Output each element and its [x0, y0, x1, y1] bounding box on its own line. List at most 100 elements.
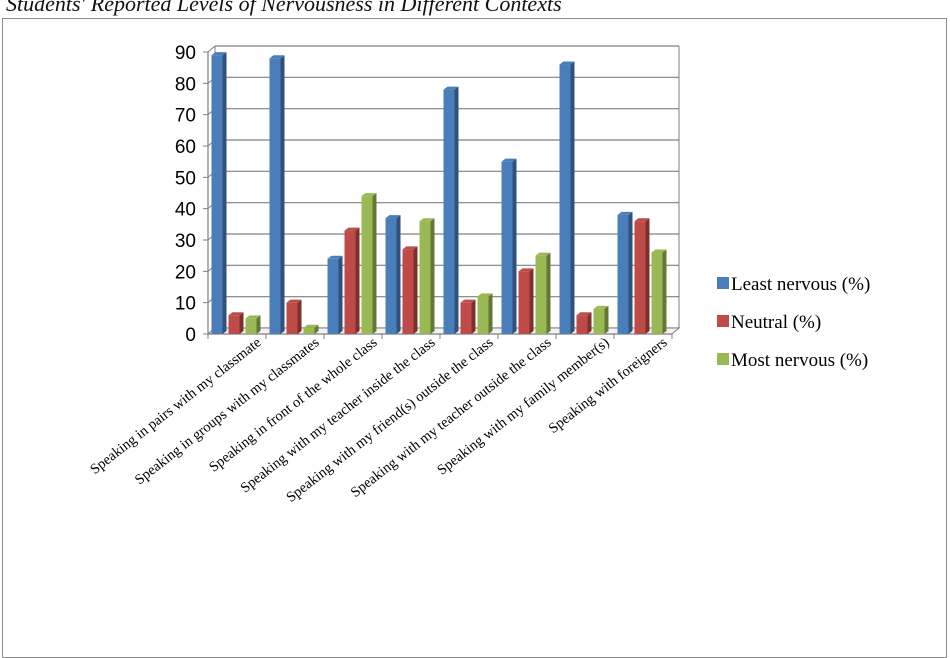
x-axis-labels: Speaking in pairs with my classmateSpeak…	[87, 334, 670, 506]
bar-top	[477, 293, 493, 297]
bar-top	[385, 215, 401, 219]
bar-side	[529, 268, 534, 334]
bar-top	[651, 249, 667, 253]
bar-top	[286, 299, 302, 303]
bar-front	[501, 161, 513, 334]
bar-front	[518, 271, 530, 334]
bar-front	[361, 196, 373, 334]
bar-front	[617, 214, 629, 334]
bar-side	[645, 218, 650, 334]
bar-top	[443, 86, 459, 90]
bar-side	[297, 299, 302, 334]
bar-top	[402, 246, 418, 250]
bar-side	[454, 86, 459, 334]
bar	[593, 305, 609, 334]
legend-label: Neutral (%)	[731, 312, 821, 333]
bar	[634, 218, 650, 334]
bar	[559, 61, 575, 335]
y-axis-ticks: 0 10 20 30 40 50 60 70 80 90	[175, 43, 196, 346]
bar-side	[355, 227, 360, 334]
y-tick-label: 40	[175, 200, 196, 221]
bar-top	[211, 52, 227, 56]
bar	[518, 268, 534, 334]
bar-front	[651, 252, 663, 334]
y-tick-label: 10	[175, 294, 196, 315]
bar-top	[419, 218, 435, 222]
y-tick-label: 0	[185, 325, 196, 346]
bar-front	[477, 296, 489, 334]
bar-side	[587, 312, 592, 334]
y-tick-label: 30	[175, 231, 196, 252]
y-tick-label: 70	[175, 106, 196, 127]
bar	[286, 299, 302, 334]
bar-side	[314, 324, 319, 334]
bar-top	[634, 218, 650, 222]
bar-front	[634, 221, 646, 334]
bar	[443, 86, 459, 334]
bar-side	[396, 215, 401, 334]
bar-chart: 0 10 20 30 40 50 60 70 80 90 Speaking in pairs wi…	[87, 43, 870, 506]
bar-top	[460, 299, 476, 303]
bar-front	[559, 64, 571, 335]
legend: Least nervous (%) Neutral (%) Most nervous…	[717, 274, 870, 371]
gridline-side	[207, 45, 216, 53]
bar	[419, 218, 435, 334]
bar	[477, 293, 493, 334]
bar-side	[372, 193, 377, 334]
bar-top	[361, 193, 377, 197]
bar	[344, 227, 360, 334]
bar-side	[338, 255, 343, 334]
bar-side	[512, 158, 517, 334]
bar-front	[576, 315, 588, 334]
bar-top	[518, 268, 534, 272]
bar-side	[488, 293, 493, 334]
bar	[501, 158, 517, 334]
bar-side	[546, 252, 551, 334]
bar-front	[228, 315, 240, 334]
bar-front	[385, 218, 397, 334]
bar-top	[245, 315, 261, 319]
legend-swatch	[717, 277, 729, 289]
bar-top	[617, 211, 633, 215]
bar-front	[245, 318, 257, 334]
figure-caption: Students' Reported Levels of Nervousness…	[6, 0, 562, 16]
bar-top	[559, 61, 575, 65]
legend-swatch	[717, 315, 729, 327]
bar-front	[269, 58, 281, 335]
bar-front	[419, 221, 431, 334]
bar-side	[570, 61, 575, 335]
bar-side	[413, 246, 418, 334]
y-tick-label: 60	[175, 137, 196, 158]
bar-front	[327, 258, 339, 334]
bar	[245, 315, 261, 334]
bar-front	[344, 230, 356, 334]
bar-front	[211, 55, 223, 335]
bar	[617, 211, 633, 334]
bar-layer	[211, 52, 667, 335]
bar-front	[593, 308, 605, 334]
bar	[385, 215, 401, 334]
bar-front	[286, 302, 298, 334]
bar-top	[327, 255, 343, 259]
bar-side	[280, 55, 285, 335]
bar	[327, 255, 343, 334]
y-tick-label: 20	[175, 262, 196, 283]
legend-swatch	[717, 353, 729, 365]
bar	[211, 52, 227, 335]
bar-top	[303, 324, 319, 328]
y-tick-label: 80	[175, 74, 196, 95]
bar-side	[662, 249, 667, 334]
category-label: Speaking with my friend(s) outside the c…	[284, 334, 497, 506]
bar	[402, 246, 418, 334]
legend-label: Least nervous (%)	[731, 274, 870, 295]
bar-top	[535, 252, 551, 256]
bar-top	[576, 312, 592, 316]
bar-front	[535, 255, 547, 334]
bar-side	[471, 299, 476, 334]
bar-front	[402, 249, 414, 334]
y-tick-label: 50	[175, 168, 196, 189]
bar	[303, 324, 319, 334]
bar-side	[256, 315, 261, 334]
bar-side	[222, 52, 227, 335]
legend-label: Most nervous (%)	[731, 350, 868, 371]
